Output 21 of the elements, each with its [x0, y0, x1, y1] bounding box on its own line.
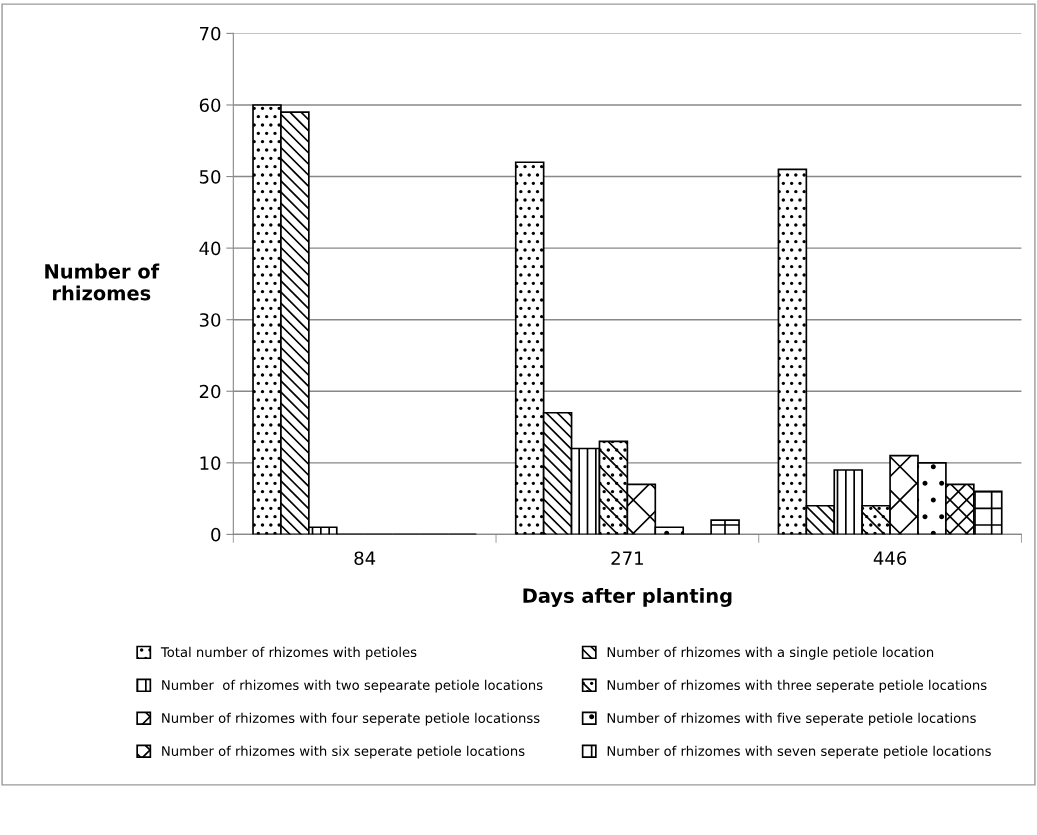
x-axis-title: Days after planting: [523, 587, 732, 607]
x-tick-label: 271: [611, 551, 643, 565]
legend-label: Number of rhizomes with two sepearate petiole locations: [162, 679, 543, 693]
legend-label: Number of rhizomes with a single petiole location: [607, 646, 934, 660]
legend-label: Total number of rhizomes with petioles: [160, 646, 417, 660]
y-tick-label: 60: [199, 98, 221, 113]
x-tick-label: 84: [354, 551, 376, 566]
x-tick-label: 446: [873, 551, 907, 566]
legend-label: Number of rhizomes with four seperate petiole locationss: [162, 712, 540, 726]
legend-label: Number of rhizomes with six seperate petiole locations: [162, 745, 525, 759]
y-tick-label: 0: [211, 527, 221, 542]
legend-label: Number of rhizomes with five seperate petiole locations: [607, 712, 976, 726]
legend-label: Number of rhizomes with seven seperate petiole locations: [607, 745, 991, 759]
y-tick-label: 40: [199, 241, 221, 256]
y-tick-label: 50: [199, 170, 221, 184]
y-tick-label: 30: [199, 313, 221, 327]
y-tick-label: 20: [199, 384, 221, 399]
y-tick-label: 70: [200, 26, 221, 41]
y-axis-title: Number of rhizomes: [45, 263, 160, 301]
legend-label: Number of rhizomes with three seperate petiole locations: [607, 679, 987, 693]
y-tick-label: 10: [200, 456, 221, 470]
